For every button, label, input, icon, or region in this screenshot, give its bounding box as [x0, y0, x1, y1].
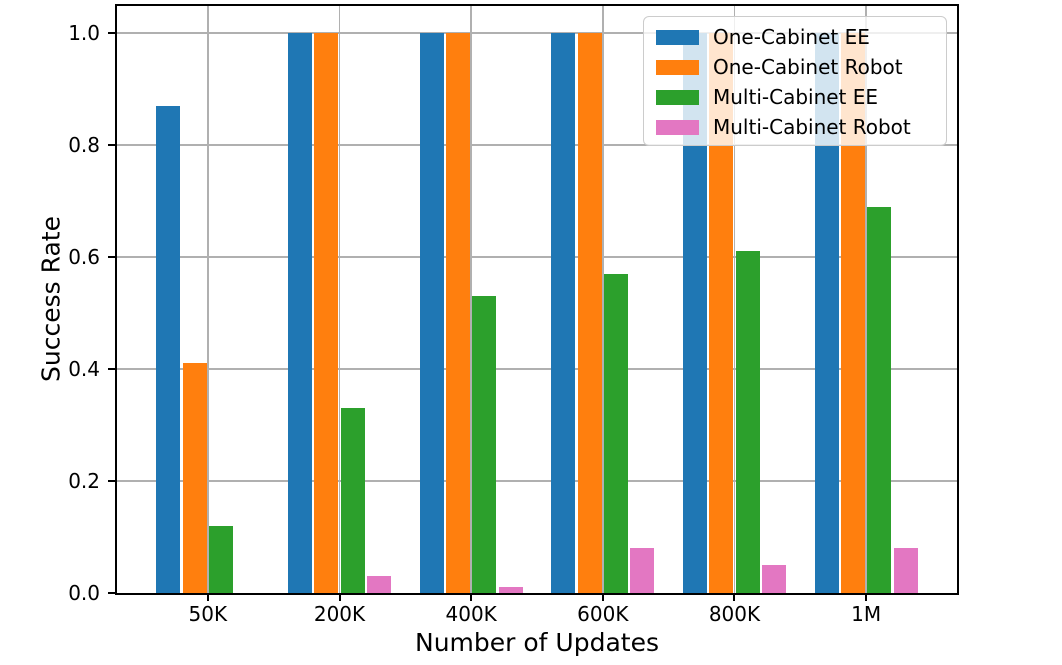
- gridline-y-0.2: [117, 480, 957, 482]
- x-tick-mark: [338, 593, 341, 601]
- gridline-x-1m: [865, 6, 867, 593]
- legend-label-multi-cabinet-robot: Multi-Cabinet Robot: [713, 115, 911, 139]
- bar-one-cabinet-ee-400k: [419, 33, 444, 593]
- gridline-y-0.6: [117, 256, 957, 258]
- y-tick-label-0.2: 0.2: [68, 469, 100, 493]
- gridline-x-800k: [733, 6, 736, 593]
- legend-swatch-one-cabinet-robot: [656, 59, 699, 75]
- y-tick-mark: [108, 32, 116, 34]
- x-tick-label-200k: 200K: [313, 602, 366, 626]
- x-tick-mark: [733, 593, 736, 601]
- bar-one-cabinet-ee-200k: [288, 33, 312, 593]
- bar-multi-cabinet-ee-50k: [209, 525, 233, 593]
- y-tick-label-0.6: 0.6: [68, 245, 100, 269]
- x-tick-mark: [865, 593, 868, 601]
- bar-multi-cabinet-ee-1m: [867, 206, 892, 593]
- legend-label-multi-cabinet-ee: Multi-Cabinet EE: [713, 85, 879, 109]
- legend-row-one-cabinet-robot: One-Cabinet Robot: [656, 52, 934, 82]
- x-axis-label: Number of Updates: [415, 628, 659, 657]
- bar-multi-cabinet-ee-800k: [735, 251, 760, 593]
- legend-row-multi-cabinet-ee: Multi-Cabinet EE: [656, 82, 934, 112]
- bar-multi-cabinet-ee-200k: [340, 408, 365, 593]
- y-tick-mark: [108, 368, 116, 370]
- legend-swatch-multi-cabinet-robot: [656, 119, 699, 135]
- gridline-x-400k: [470, 6, 472, 593]
- bar-multi-cabinet-ee-400k: [472, 296, 497, 593]
- legend-row-one-cabinet-ee: One-Cabinet EE: [656, 22, 934, 52]
- bar-one-cabinet-robot-200k: [314, 33, 339, 593]
- y-tick-mark: [108, 144, 116, 146]
- y-tick-label-0.8: 0.8: [68, 133, 100, 157]
- x-tick-mark: [470, 593, 473, 601]
- y-tick-label-0.4: 0.4: [68, 357, 100, 381]
- bar-multi-cabinet-robot-1m: [893, 548, 918, 593]
- gridline-x-50k: [207, 6, 209, 593]
- legend-swatch-multi-cabinet-ee: [656, 89, 699, 105]
- x-tick-label-400k: 400K: [445, 602, 497, 626]
- y-tick-mark: [108, 592, 116, 594]
- x-tick-label-800k: 800K: [708, 602, 761, 626]
- x-tick-mark: [206, 593, 209, 601]
- legend-row-multi-cabinet-robot: Multi-Cabinet Robot: [656, 112, 934, 142]
- gridline-x-600k: [602, 6, 604, 593]
- legend-label-one-cabinet-ee: One-Cabinet EE: [713, 25, 870, 49]
- x-tick-label-50k: 50K: [188, 602, 228, 626]
- bar-one-cabinet-ee-50k: [156, 105, 181, 593]
- bar-one-cabinet-robot-50k: [182, 363, 207, 593]
- bar-one-cabinet-ee-600k: [551, 33, 576, 593]
- gridline-y-0.8: [117, 144, 957, 146]
- y-tick-label-1.0: 1.0: [68, 21, 100, 45]
- gridline-y-1.0: [117, 32, 957, 34]
- y-tick-mark: [108, 480, 116, 482]
- bar-multi-cabinet-robot-800k: [761, 565, 786, 593]
- x-tick-mark: [601, 593, 604, 601]
- bar-multi-cabinet-robot-600k: [630, 548, 655, 593]
- legend-label-one-cabinet-robot: One-Cabinet Robot: [713, 55, 903, 79]
- legend-swatch-one-cabinet-ee: [656, 29, 699, 45]
- x-tick-label-1m: 1M: [851, 602, 882, 626]
- legend: One-Cabinet EE One-Cabinet Robot Multi-Cab…: [643, 16, 947, 146]
- gridline-x-200k: [338, 6, 341, 593]
- bar-multi-cabinet-robot-200k: [366, 576, 391, 593]
- bar-one-cabinet-robot-600k: [577, 33, 602, 593]
- y-tick-mark: [108, 256, 116, 258]
- bar-multi-cabinet-robot-400k: [498, 587, 523, 593]
- gridline-y-0.4: [117, 368, 957, 370]
- y-tick-label-0.0: 0.0: [68, 581, 100, 605]
- bar-multi-cabinet-ee-600k: [603, 273, 628, 593]
- bar-one-cabinet-robot-400k: [445, 33, 470, 593]
- x-tick-label-600k: 600K: [577, 602, 629, 626]
